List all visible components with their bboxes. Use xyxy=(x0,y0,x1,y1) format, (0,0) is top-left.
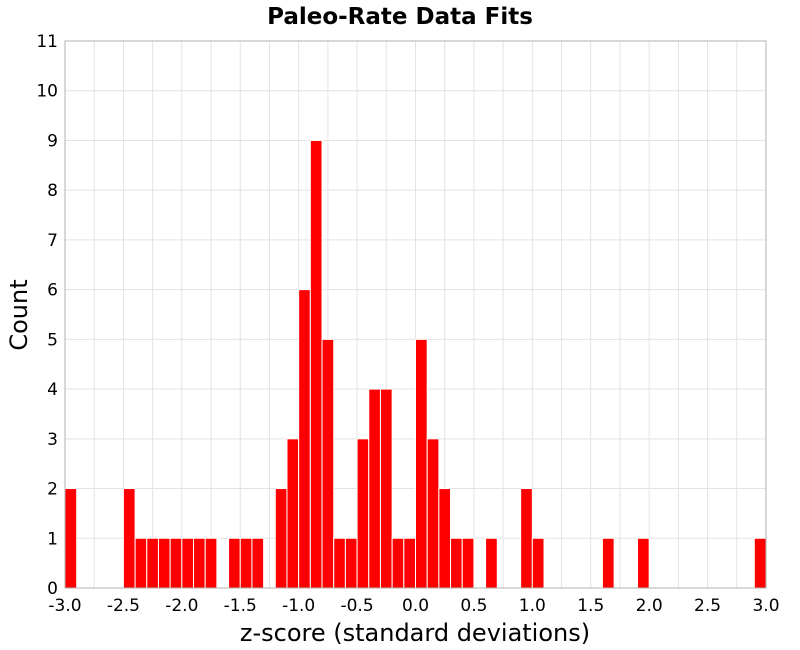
histogram-bar xyxy=(344,537,358,589)
y-tick-label: 0 xyxy=(47,579,58,599)
histogram-bar xyxy=(531,537,545,589)
histogram-bar xyxy=(309,139,323,589)
x-tick-label: -0.5 xyxy=(340,596,373,616)
x-tick-label: 0.5 xyxy=(460,596,487,616)
x-tick-label: -3.0 xyxy=(48,596,81,616)
histogram-bar xyxy=(426,438,440,589)
histogram-bar xyxy=(146,537,159,589)
histogram-bar xyxy=(204,537,218,589)
histogram-bar xyxy=(134,537,148,589)
histogram-bar xyxy=(193,537,206,589)
histogram-bar xyxy=(438,488,452,589)
histogram-bar xyxy=(356,438,370,589)
histogram-bar xyxy=(251,537,265,589)
y-tick-label: 4 xyxy=(47,380,58,400)
histogram-bar xyxy=(321,338,335,589)
histogram-bar xyxy=(228,537,241,589)
x-tick-label: 2.0 xyxy=(636,596,663,616)
y-axis-ticks: 0 1 2 3 4 5 6 7 8 9 10 11 xyxy=(36,32,58,599)
x-tick-label: -2.0 xyxy=(165,596,198,616)
x-axis-ticks: -3.0 -2.5 -2.0 -1.5 -1.0 -0.5 0.0 0.5 1.0 1.5 2.0 2… xyxy=(48,596,779,616)
histogram-bar xyxy=(286,438,300,589)
histogram-bar xyxy=(239,537,253,589)
x-tick-label: 3.0 xyxy=(752,596,779,616)
histogram-bar xyxy=(157,537,171,589)
y-tick-label: 3 xyxy=(47,430,58,450)
histogram-bar xyxy=(403,537,417,589)
chart-title: Paleo-Rate Data Fits xyxy=(267,4,533,30)
histogram-bar xyxy=(64,488,78,589)
histogram-bar xyxy=(461,537,475,589)
y-tick-label: 8 xyxy=(47,181,58,201)
bars xyxy=(64,139,767,589)
histogram-bar xyxy=(333,537,346,589)
histogram-bar xyxy=(298,289,311,589)
x-tick-label: 1.5 xyxy=(577,596,604,616)
y-tick-label: 11 xyxy=(36,32,58,52)
histogram-bar xyxy=(520,488,533,589)
y-axis-label: Count xyxy=(5,279,33,350)
histogram-bar xyxy=(601,537,615,589)
y-tick-label: 9 xyxy=(47,131,58,151)
plot-frame xyxy=(64,40,767,589)
x-tick-label: -1.5 xyxy=(224,596,257,616)
y-tick-label: 6 xyxy=(47,281,58,301)
y-tick-label: 10 xyxy=(36,82,58,102)
histogram-bar xyxy=(450,537,463,589)
histogram-bar xyxy=(636,537,650,589)
y-tick-label: 5 xyxy=(47,330,58,350)
y-tick-label: 2 xyxy=(47,480,58,500)
histogram-bar xyxy=(415,338,428,589)
histogram-bar xyxy=(368,388,381,589)
x-tick-label: 1.0 xyxy=(519,596,546,616)
y-tick-label: 7 xyxy=(47,231,58,251)
histogram-bar xyxy=(485,537,498,589)
x-tick-label: 0.0 xyxy=(402,596,429,616)
x-tick-label: 2.5 xyxy=(694,596,721,616)
histogram-bar xyxy=(379,388,393,589)
histogram-bar xyxy=(274,488,288,589)
x-tick-label: -2.5 xyxy=(107,596,140,616)
histogram-bar xyxy=(753,537,767,589)
histogram-bar xyxy=(122,488,136,589)
x-tick-label: -1.0 xyxy=(282,596,315,616)
x-axis-label: z-score (standard deviations) xyxy=(240,619,590,647)
histogram-bar xyxy=(169,537,183,589)
histogram-bar xyxy=(391,537,405,589)
histogram-bar xyxy=(181,537,195,589)
y-tick-label: 1 xyxy=(47,529,58,549)
